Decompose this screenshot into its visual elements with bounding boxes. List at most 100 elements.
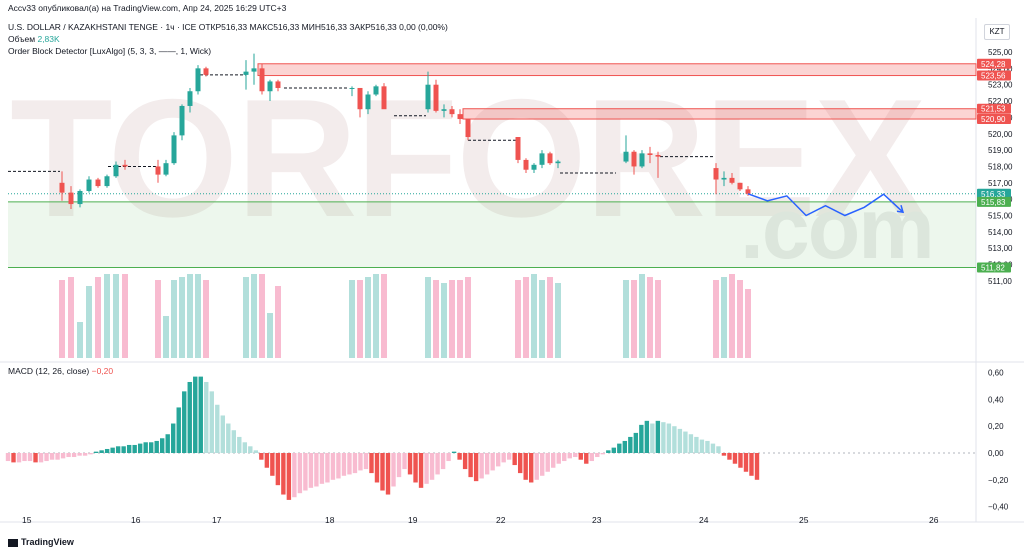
candle-body <box>365 94 371 110</box>
watermark-suffix: .com <box>740 180 935 279</box>
macd-histogram-bar <box>556 453 561 464</box>
candle-body <box>203 68 209 75</box>
macd-histogram-bar <box>644 420 650 453</box>
macd-histogram-bar <box>380 453 385 491</box>
volume-bar <box>179 277 185 358</box>
macd-histogram-bar <box>738 453 743 468</box>
volume-bar <box>555 283 561 358</box>
macd-histogram-bar <box>363 453 369 470</box>
macd-histogram-bar <box>5 453 11 462</box>
macd-histogram-bar <box>468 453 473 478</box>
macd-histogram-bar <box>600 453 605 455</box>
macd-histogram-bar <box>732 453 738 464</box>
macd-histogram-bar <box>358 453 363 471</box>
macd-histogram-bar <box>215 404 220 453</box>
candle-body <box>179 105 185 136</box>
macd-histogram-bar <box>440 453 446 470</box>
macd-histogram-bar <box>187 381 192 453</box>
macd-histogram-bar <box>154 440 159 453</box>
ohlc-close: ЗАКР516,33 <box>349 22 397 32</box>
macd-histogram-bar <box>336 453 341 479</box>
candle-body <box>441 109 447 111</box>
macd-histogram-bar <box>369 453 374 474</box>
tradingview-footer[interactable]: TradingView <box>8 537 74 547</box>
macd-histogram-bar <box>303 453 308 491</box>
volume-bar <box>251 274 257 358</box>
macd-histogram-bar <box>143 442 148 453</box>
price-label-bg <box>977 188 1011 199</box>
volume-bar <box>729 274 735 358</box>
symbol-line[interactable]: U.S. DOLLAR / KAZAKHSTANI TENGE · 1ч · I… <box>8 22 448 32</box>
macd-histogram-bar <box>407 453 413 475</box>
currency-selector[interactable]: KZT <box>984 24 1010 40</box>
macd-histogram-bar <box>231 430 237 453</box>
volume-bar <box>457 280 463 358</box>
volume-bar <box>373 274 379 358</box>
price-axis-tick: 514,00 <box>988 228 1013 237</box>
macd-histogram-bar <box>562 453 567 462</box>
price-axis-tick: 520,00 <box>988 130 1013 139</box>
macd-histogram-bar <box>567 453 572 459</box>
macd-histogram-bar <box>115 446 121 453</box>
volume-bar <box>655 280 661 358</box>
candle-body <box>381 86 387 110</box>
macd-histogram-bar <box>209 391 214 453</box>
macd-histogram-bar <box>99 450 104 453</box>
indicator-legend[interactable]: Order Block Detector [LuxAlgo] (5, 3, 3,… <box>8 46 212 56</box>
tradingview-logo-icon <box>8 538 18 547</box>
candle-body <box>95 179 101 187</box>
time-axis-tick: 19 <box>408 515 418 525</box>
volume-bar <box>365 277 371 358</box>
candle-body <box>171 135 177 164</box>
macd-histogram-bar <box>484 453 490 475</box>
macd-histogram-bar <box>495 453 501 467</box>
volume-bar <box>647 277 653 358</box>
ohlc-open: ОТКР516,33 <box>198 22 248 32</box>
bearish-order-block <box>462 108 977 120</box>
volume-bar <box>113 274 119 358</box>
volume-bar <box>243 277 249 358</box>
macd-axis-tick: 0,20 <box>988 422 1004 431</box>
price-axis-tick: 523,00 <box>988 81 1013 90</box>
candle-body <box>639 153 645 167</box>
price-label-bg <box>977 196 1011 207</box>
candle-body <box>195 68 201 92</box>
macd-histogram-bar <box>606 450 611 453</box>
macd-histogram-bar <box>160 438 165 453</box>
macd-histogram-bar <box>330 453 336 480</box>
candle-body <box>433 84 439 111</box>
candle-body <box>259 68 265 92</box>
macd-histogram-bar <box>110 447 115 453</box>
macd-histogram-bar <box>248 446 253 453</box>
macd-histogram-bar <box>451 451 457 453</box>
candle-body <box>655 155 661 157</box>
time-axis-tick: 17 <box>212 515 222 525</box>
macd-histogram-bar <box>699 439 705 453</box>
volume-bar <box>267 313 273 358</box>
price-label: 511,82 <box>981 263 1005 272</box>
volume-bar <box>275 286 281 358</box>
macd-histogram-bar <box>182 391 187 453</box>
ohlc-low: МИН516,33 <box>301 22 347 32</box>
volume-bar <box>203 280 209 358</box>
macd-histogram-bar <box>11 453 16 463</box>
volume-legend[interactable]: Объем 2,83K <box>8 34 60 44</box>
candle-body <box>539 153 545 165</box>
volume-bar <box>441 283 447 358</box>
macd-histogram-bar <box>617 443 622 453</box>
macd-histogram-bar <box>650 423 655 453</box>
volume-bar <box>515 280 521 358</box>
macd-histogram-bar <box>204 381 209 453</box>
candle-body <box>647 153 653 156</box>
macd-histogram-bar <box>727 453 732 460</box>
macd-histogram-bar <box>171 423 176 453</box>
macd-legend[interactable]: MACD (12, 26, close) −0,20 <box>8 366 113 376</box>
publisher-line: Accv33 опубликовал(а) на TradingView.com… <box>8 3 287 13</box>
ohlc-change: 0,00 (0,00%) <box>399 22 448 32</box>
candle-body <box>425 84 431 110</box>
macd-histogram-bar <box>749 453 754 476</box>
volume-bar <box>155 280 161 358</box>
candle-body <box>59 182 65 193</box>
price-label: 523,56 <box>981 72 1006 81</box>
